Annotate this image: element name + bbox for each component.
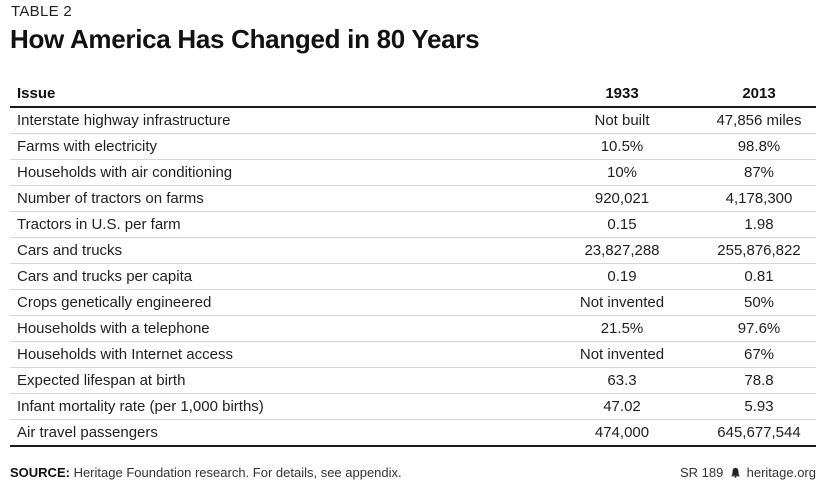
cell-2013: 98.8% — [702, 133, 816, 160]
site-link[interactable]: heritage.org — [746, 465, 816, 480]
cell-issue: Number of tractors on farms — [10, 185, 542, 212]
column-header-issue: Issue — [10, 80, 542, 108]
cell-2013: 645,677,544 — [702, 419, 816, 447]
table-row: Households with Internet access Not inven… — [10, 341, 816, 368]
cell-issue: Households with Internet access — [10, 341, 542, 368]
liberty-bell-icon — [731, 467, 740, 478]
cell-issue: Households with air conditioning — [10, 159, 542, 186]
table-row: Crops genetically engineered Not invented… — [10, 289, 816, 316]
cell-issue: Cars and trucks per capita — [10, 263, 542, 290]
cell-1933: 920,021 — [542, 185, 702, 212]
data-table: Issue 1933 2013 Interstate highway infra… — [10, 80, 816, 447]
table-label: TABLE 2 — [11, 3, 73, 20]
cell-issue: Interstate highway infrastructure — [10, 107, 542, 134]
report-id: SR 189 — [679, 465, 724, 480]
cell-1933: Not invented — [542, 341, 702, 368]
table-body: Interstate highway infrastructure Not bui… — [10, 107, 816, 447]
cell-2013: 97.6% — [702, 315, 816, 342]
cell-2013: 4,178,300 — [702, 185, 816, 212]
cell-issue: Tractors in U.S. per farm — [10, 211, 542, 238]
table-row: Interstate highway infrastructure Not bui… — [10, 107, 816, 134]
source-text: Heritage Foundation research. For detail… — [69, 465, 402, 480]
table-row: Farms with electricity 10.5% 98.8% — [10, 133, 816, 160]
column-header-1933: 1933 — [542, 80, 702, 108]
cell-1933: 23,827,288 — [542, 237, 702, 264]
table-row: Households with a telephone 21.5% 97.6% — [10, 315, 816, 342]
cell-issue: Crops genetically engineered — [10, 289, 542, 316]
cell-1933: 474,000 — [542, 419, 702, 447]
footer: SOURCE: Heritage Foundation research. Fo… — [10, 465, 816, 480]
cell-2013: 87% — [702, 159, 816, 186]
cell-issue: Air travel passengers — [10, 419, 542, 447]
cell-1933: Not invented — [542, 289, 702, 316]
table-row: Cars and trucks per capita 0.19 0.81 — [10, 263, 816, 290]
cell-2013: 0.81 — [702, 263, 816, 290]
cell-issue: Farms with electricity — [10, 133, 542, 160]
table-row: Number of tractors on farms 920,021 4,178,… — [10, 185, 816, 212]
cell-1933: 0.15 — [542, 211, 702, 238]
cell-issue: Cars and trucks — [10, 237, 542, 264]
table-row: Expected lifespan at birth 63.3 78.8 — [10, 367, 816, 394]
cell-1933: 0.19 — [542, 263, 702, 290]
cell-2013: 78.8 — [702, 367, 816, 394]
cell-1933: 10% — [542, 159, 702, 186]
cell-2013: 50% — [702, 289, 816, 316]
page-title: How America Has Changed in 80 Years — [10, 24, 480, 54]
cell-issue: Households with a telephone — [10, 315, 542, 342]
column-header-2013: 2013 — [702, 80, 816, 108]
cell-2013: 1.98 — [702, 211, 816, 238]
cell-2013: 67% — [702, 341, 816, 368]
table-row: Air travel passengers 474,000 645,677,544 — [10, 419, 816, 447]
cell-1933: Not built — [542, 107, 702, 134]
cell-1933: 47.02 — [542, 393, 702, 420]
cell-issue: Expected lifespan at birth — [10, 367, 542, 394]
table-row: Infant mortality rate (per 1,000 births)… — [10, 393, 816, 420]
cell-2013: 47,856 miles — [702, 107, 816, 134]
table-row: Cars and trucks 23,827,288 255,876,822 — [10, 237, 816, 264]
cell-1933: 63.3 — [542, 367, 702, 394]
cell-issue: Infant mortality rate (per 1,000 births) — [10, 393, 542, 420]
table-row: Tractors in U.S. per farm 0.15 1.98 — [10, 211, 816, 238]
cell-1933: 10.5% — [542, 133, 702, 160]
table-header-row: Issue 1933 2013 — [10, 80, 816, 108]
table-row: Households with air conditioning 10% 87% — [10, 159, 816, 186]
cell-1933: 21.5% — [542, 315, 702, 342]
footer-credit: SR 189 heritage.org — [680, 465, 816, 480]
cell-2013: 255,876,822 — [702, 237, 816, 264]
source-label: SOURCE: — [10, 465, 70, 480]
cell-2013: 5.93 — [702, 393, 816, 420]
